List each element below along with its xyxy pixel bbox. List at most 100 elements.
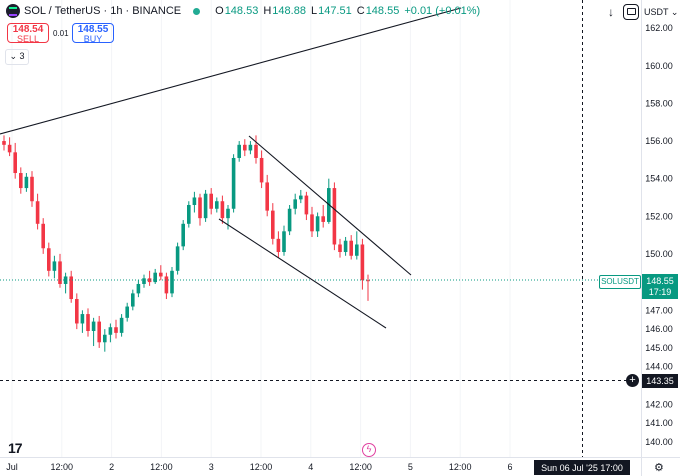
candle <box>231 154 236 213</box>
buy-button[interactable]: 148.55 BUY <box>72 23 114 44</box>
candle <box>327 178 331 224</box>
candle <box>310 206 314 237</box>
solana-logo-icon <box>6 4 20 18</box>
candle-body <box>332 188 337 245</box>
candle-body <box>248 144 253 151</box>
gear-icon[interactable]: ⚙ <box>654 462 664 474</box>
symbol-price-tag: SOLUSDT <box>599 275 641 289</box>
candle-body <box>125 306 129 318</box>
candle-body <box>91 321 96 331</box>
candle <box>181 220 185 251</box>
current-price-tag: 148.55 <box>642 274 678 288</box>
price-scale[interactable]: 162.00 160.00 158.00 156.00 154.00 152.00 150.… <box>645 23 673 447</box>
candle-body <box>287 208 292 232</box>
candle-body <box>52 261 57 271</box>
arrow-down-icon[interactable]: ↓ <box>608 5 614 19</box>
candle <box>2 135 6 151</box>
candle-body <box>119 317 124 333</box>
candle-body <box>282 231 286 253</box>
trendline-flag-lower[interactable] <box>218 218 387 329</box>
candle <box>215 197 219 213</box>
candle-body <box>80 314 85 324</box>
candle-body <box>310 214 314 232</box>
grid <box>11 0 511 457</box>
market-open-icon <box>193 7 201 15</box>
candle <box>75 293 79 330</box>
candle <box>7 137 12 157</box>
price-tick-label: 160.00 <box>645 61 673 71</box>
candle-body <box>153 272 157 283</box>
high-label: H <box>263 5 272 17</box>
sell-price: 148.54 <box>12 24 44 35</box>
candle <box>355 231 359 260</box>
candle-body <box>198 197 202 219</box>
candle <box>91 317 96 347</box>
price-tick-label: 142.00 <box>645 399 673 409</box>
change-value: +0.01 (+0.01%) <box>404 5 481 17</box>
candle <box>108 323 113 343</box>
candle <box>259 150 264 189</box>
low-label: L <box>310 5 318 17</box>
candle <box>315 212 320 237</box>
candle-body <box>147 278 152 283</box>
trendline-flag-upper[interactable] <box>248 135 412 276</box>
chevron-down-icon: ⌄ <box>9 51 17 61</box>
candle-body <box>203 193 208 219</box>
time-tick-label: Jul <box>6 462 18 472</box>
candle-body <box>187 204 191 224</box>
candle-body <box>69 276 73 300</box>
lightning-icon[interactable]: ϟ <box>362 443 376 457</box>
candle-body <box>75 299 79 324</box>
camera-icon[interactable] <box>623 4 639 20</box>
candle-body <box>108 327 113 335</box>
candle-body <box>231 157 236 209</box>
candle <box>321 204 325 228</box>
time-tick-label: 6 <box>507 462 512 472</box>
time-tick-label: 12:00 <box>250 462 273 472</box>
candle <box>19 167 23 194</box>
candle <box>153 268 157 284</box>
candle <box>103 329 107 352</box>
candle-body <box>164 276 169 294</box>
candle <box>97 315 101 348</box>
candle-body <box>271 210 275 239</box>
trendline-upper-channel[interactable] <box>0 7 462 135</box>
chevron-down-icon: ⌄ <box>670 7 679 17</box>
candle <box>63 272 68 294</box>
candle <box>13 142 17 179</box>
candle <box>360 238 365 290</box>
high-value: 148.88 <box>272 5 306 17</box>
candle-body <box>243 144 247 151</box>
candle-body <box>7 144 12 153</box>
price-tick-label: 141.00 <box>645 418 673 428</box>
candle <box>282 225 286 256</box>
candle <box>293 193 297 215</box>
plus-icon[interactable]: + <box>626 374 639 387</box>
candle <box>349 235 353 260</box>
time-tick-label: 12:00 <box>150 462 173 472</box>
sell-button[interactable]: 148.54 SELL <box>7 23 49 44</box>
candle <box>237 141 241 162</box>
currency-selector[interactable]: USDT ⌄ <box>644 7 678 18</box>
candle <box>136 280 141 298</box>
candle <box>41 218 45 254</box>
spread-value: 0.01 <box>53 29 69 38</box>
price-tick-label: 146.00 <box>645 324 673 334</box>
symbol-title[interactable]: SOL / TetherUS · 1h · BINANCE <box>24 5 182 17</box>
candle <box>220 195 225 224</box>
candle <box>276 231 281 258</box>
time-scale[interactable]: Jul 12:00 2 12:00 3 12:00 4 12:00 5 12:00 6 <box>6 462 512 472</box>
candle-body <box>293 199 297 209</box>
indicators-toggle[interactable]: ⌄ 3 <box>5 49 29 65</box>
buy-price: 148.55 <box>77 24 109 35</box>
tradingview-logo[interactable]: 17 <box>8 440 23 456</box>
candle-body <box>215 201 219 209</box>
price-tick-label: 152.00 <box>645 211 673 221</box>
open-value: 148.53 <box>224 5 259 17</box>
candle <box>254 135 258 164</box>
price-tick-label: 144.00 <box>645 362 673 372</box>
candle <box>119 314 124 337</box>
candle-body <box>366 280 370 282</box>
time-tick-label: 12:00 <box>349 462 372 472</box>
